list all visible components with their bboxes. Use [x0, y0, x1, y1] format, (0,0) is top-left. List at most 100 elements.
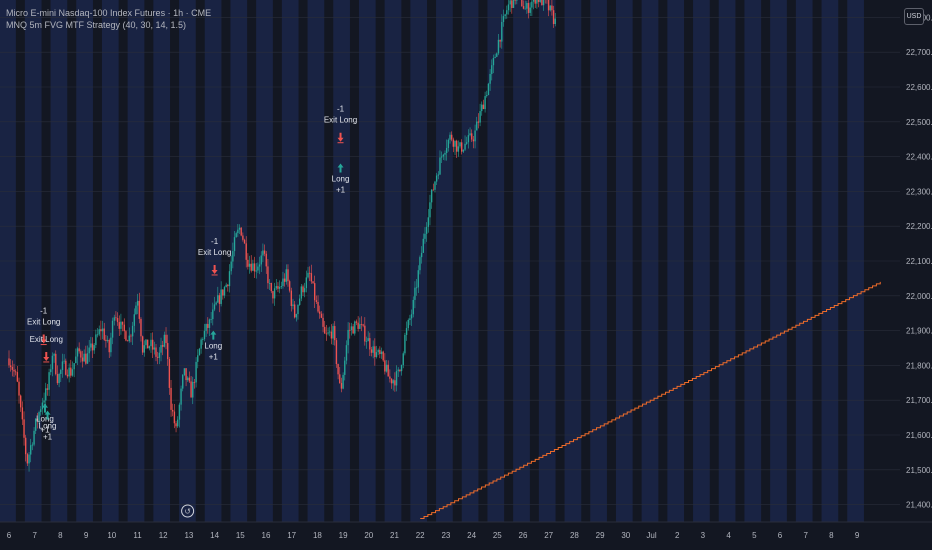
up-arrow-icon: [337, 163, 344, 173]
candle-body: [427, 217, 429, 227]
candle-body: [130, 335, 132, 337]
candle-body: [268, 283, 271, 284]
candle-body: [238, 227, 241, 230]
candle-body: [454, 140, 456, 147]
candle-body: [56, 374, 59, 384]
candle-body: [484, 96, 486, 110]
candle-body: [422, 238, 424, 253]
x-tick-label: 29: [596, 531, 605, 540]
candle-body: [86, 353, 89, 364]
candle-body: [123, 324, 125, 332]
candle-body: [138, 300, 140, 319]
candle-body: [476, 121, 478, 131]
candle-body: [302, 286, 304, 293]
candle-body: [509, 0, 511, 5]
candle-body: [462, 149, 465, 152]
candle-body: [377, 349, 379, 353]
candle-body: [385, 364, 388, 372]
candle-body: [419, 257, 421, 271]
candle-body: [250, 263, 252, 271]
candle-body: [175, 423, 177, 427]
candle-body: [504, 14, 506, 17]
candle-body: [90, 343, 92, 348]
candle-body: [242, 235, 244, 240]
candle-body: [66, 374, 69, 377]
candle-body: [450, 134, 453, 140]
y-axis-panel: [900, 0, 932, 550]
symbol-title[interactable]: Micro E-mini Nasdaq-100 Index Futures · …: [6, 8, 212, 18]
candle-body: [415, 287, 418, 289]
candle-body: [506, 10, 508, 15]
candle-body: [390, 378, 393, 384]
currency-badge[interactable]: USD: [904, 8, 924, 25]
candle-body: [457, 146, 460, 152]
y-tick-label: 21,700.00: [906, 396, 932, 405]
x-tick-label: 30: [621, 531, 630, 540]
candle-body: [283, 278, 286, 282]
candle-body: [63, 360, 65, 362]
candle-body: [31, 444, 34, 446]
candle-body: [55, 353, 57, 375]
candle-body: [200, 339, 202, 349]
candle-body: [16, 372, 19, 382]
candle-body: [439, 157, 441, 175]
candle-body: [332, 326, 334, 339]
annotation-label: Long: [39, 422, 57, 431]
candle-body: [512, 0, 515, 8]
candle-body: [298, 298, 301, 305]
candle-body: [402, 353, 404, 366]
y-tick-label: 22,400.00: [906, 153, 932, 162]
candle-body: [342, 374, 344, 389]
candle-body: [494, 56, 496, 58]
candle-body: [50, 369, 52, 373]
candle-body: [329, 331, 331, 333]
candle-body: [225, 284, 227, 288]
candle-body: [467, 135, 470, 143]
candle-body: [243, 239, 246, 244]
candle-body: [28, 454, 30, 464]
candle-body: [424, 233, 426, 239]
candle-body: [360, 324, 363, 326]
candle-body: [198, 348, 201, 356]
candle-body: [384, 360, 386, 372]
up-arrow-icon: [210, 330, 217, 340]
candle-body: [312, 281, 314, 284]
candle-body: [295, 314, 298, 318]
long-entry-marker: Long+1: [36, 403, 54, 435]
candle-body: [536, 0, 538, 4]
candle-body: [170, 387, 172, 410]
candle-body: [440, 156, 443, 158]
y-tick-label: 21,900.00: [906, 327, 932, 336]
candle-body: [9, 365, 12, 367]
candle-body: [455, 140, 458, 152]
candle-body: [68, 367, 70, 377]
candle-body: [270, 283, 272, 292]
x-tick-label: 4: [726, 531, 731, 540]
candle-body: [534, 0, 536, 4]
candle-body: [155, 347, 157, 357]
candle-body: [166, 343, 169, 360]
candle-body: [350, 326, 353, 331]
candle-body: [106, 339, 109, 341]
x-tick-label: 3: [701, 531, 706, 540]
strategy-title[interactable]: MNQ 5m FVG MTF Strategy (40, 30, 14, 1.5…: [6, 20, 187, 30]
candle-body: [96, 334, 99, 336]
candle-body: [151, 339, 154, 350]
annotation-label: +1: [43, 433, 53, 442]
candle-body: [168, 359, 171, 388]
candle-body: [380, 351, 383, 355]
candle-body: [235, 233, 237, 238]
candle-body: [223, 287, 226, 296]
candle-body: [263, 250, 266, 254]
candle-body: [364, 325, 366, 342]
candle-body: [205, 324, 207, 331]
candle-body: [466, 142, 468, 144]
candle-body: [228, 271, 231, 287]
exit-long-marker: Exit Long: [30, 335, 63, 363]
x-tick-label: 23: [441, 531, 450, 540]
candle-body: [78, 348, 80, 352]
candle-body: [445, 147, 448, 153]
candle-body: [357, 322, 359, 329]
